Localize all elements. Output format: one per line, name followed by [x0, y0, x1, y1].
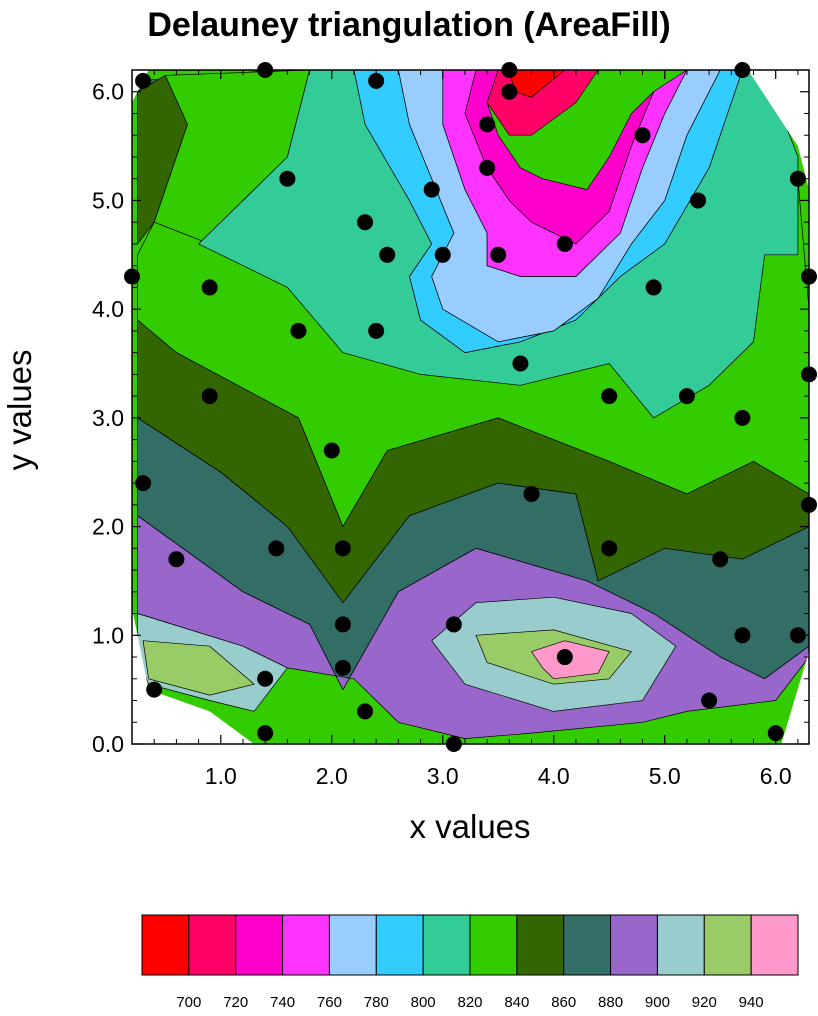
x-tick-label: 5.0 — [649, 763, 681, 789]
data-point — [379, 246, 396, 263]
colorbar-label: 860 — [551, 994, 576, 1011]
x-tick-label: 6.0 — [760, 763, 792, 789]
colorbar-swatch — [750, 914, 799, 976]
colorbar-swatch — [563, 914, 612, 976]
data-point — [257, 670, 274, 687]
hull-outside-region — [132, 608, 255, 744]
colorbar-swatch — [610, 914, 658, 976]
colorbar-swatch — [328, 914, 377, 976]
data-point — [423, 181, 440, 198]
colorbar-label: 700 — [176, 994, 201, 1011]
data-point — [523, 485, 540, 502]
data-point — [501, 83, 518, 100]
data-point — [690, 192, 707, 209]
colorbar-swatch — [422, 914, 471, 976]
x-tick-label: 4.0 — [538, 763, 570, 789]
data-point — [290, 322, 307, 339]
contour-band — [142, 640, 255, 696]
y-tick-label: 0.0 — [92, 731, 124, 757]
data-point — [645, 279, 662, 296]
colorbar-swatch — [656, 914, 705, 976]
colorbar-label: 840 — [504, 994, 529, 1011]
plot-frame — [131, 69, 810, 745]
data-point — [201, 279, 218, 296]
data-point — [268, 540, 285, 557]
data-point — [734, 409, 751, 426]
data-point — [323, 442, 340, 459]
y-tick-label: 3.0 — [92, 405, 124, 431]
colorbar-label: 940 — [739, 994, 764, 1011]
colorbar-label: 800 — [411, 994, 436, 1011]
axes: 1.0 2.0 3.0 4.0 5.0 6.0 0.0 1.0 2.0 3.0 4.0 5.0 6.0 — [92, 70, 809, 789]
colorbar-swatch — [188, 914, 237, 976]
y-tick-label: 4.0 — [92, 296, 124, 322]
colorbar-label: 780 — [364, 994, 389, 1011]
y-tick-label: 1.0 — [92, 622, 124, 648]
x-axis-label: x values — [409, 808, 531, 845]
colorbar: 700 720 740 760 780 800 820 840 860 880 900 920 940 — [141, 914, 799, 1011]
colorbar-label: 740 — [270, 994, 295, 1011]
data-point — [712, 551, 729, 568]
data-point — [368, 72, 385, 89]
data-point — [490, 246, 507, 263]
colorbar-label: 920 — [692, 994, 717, 1011]
data-point — [601, 388, 618, 405]
colorbar-swatch — [141, 914, 190, 976]
data-point — [701, 692, 718, 709]
data-point — [678, 388, 695, 405]
y-tick-label: 5.0 — [92, 187, 124, 213]
colorbar-label: 900 — [645, 994, 670, 1011]
data-point — [479, 159, 496, 176]
data-point — [357, 214, 374, 231]
colorbar-label: 880 — [598, 994, 623, 1011]
scatter-points — [124, 62, 817, 752]
hull-outside-region — [781, 651, 809, 744]
x-tick-label: 3.0 — [427, 763, 459, 789]
data-point — [789, 170, 806, 187]
data-point — [334, 659, 351, 676]
data-point — [634, 127, 651, 144]
colorbar-label: 760 — [317, 994, 342, 1011]
colorbar-swatch — [469, 914, 518, 976]
data-point — [146, 681, 163, 698]
y-tick-label: 2.0 — [92, 514, 124, 540]
data-point — [789, 627, 806, 644]
chart-title: Delauney triangulation (AreaFill) — [147, 6, 671, 44]
data-point — [334, 616, 351, 633]
colorbar-swatch — [516, 914, 565, 976]
y-tick-label: 6.0 — [92, 79, 124, 105]
data-point — [201, 388, 218, 405]
x-tick-label: 2.0 — [316, 763, 348, 789]
data-point — [168, 551, 185, 568]
data-point — [445, 616, 462, 633]
contour-band — [508, 70, 566, 98]
contour-fills — [132, 70, 809, 744]
colorbar-swatch — [235, 914, 284, 976]
data-point — [357, 703, 374, 720]
data-point — [279, 170, 296, 187]
colorbar-label: 720 — [223, 994, 248, 1011]
data-point — [257, 725, 274, 742]
colorbar-swatch — [375, 914, 424, 976]
data-point — [135, 72, 152, 89]
colorbar-swatch — [703, 914, 752, 976]
data-point — [556, 649, 573, 666]
colorbar-label: 820 — [457, 994, 482, 1011]
hull-outside-region — [747, 70, 809, 190]
data-point — [368, 322, 385, 339]
data-point — [734, 627, 751, 644]
data-point — [767, 725, 784, 742]
colorbar-swatch — [282, 914, 330, 976]
x-tick-label: 1.0 — [205, 763, 237, 789]
data-point — [479, 116, 496, 133]
data-point — [601, 540, 618, 557]
data-point — [434, 246, 451, 263]
data-point — [556, 235, 573, 252]
data-point — [135, 475, 152, 492]
data-point — [512, 355, 529, 372]
contour-band — [464, 70, 654, 245]
data-point — [334, 540, 351, 557]
